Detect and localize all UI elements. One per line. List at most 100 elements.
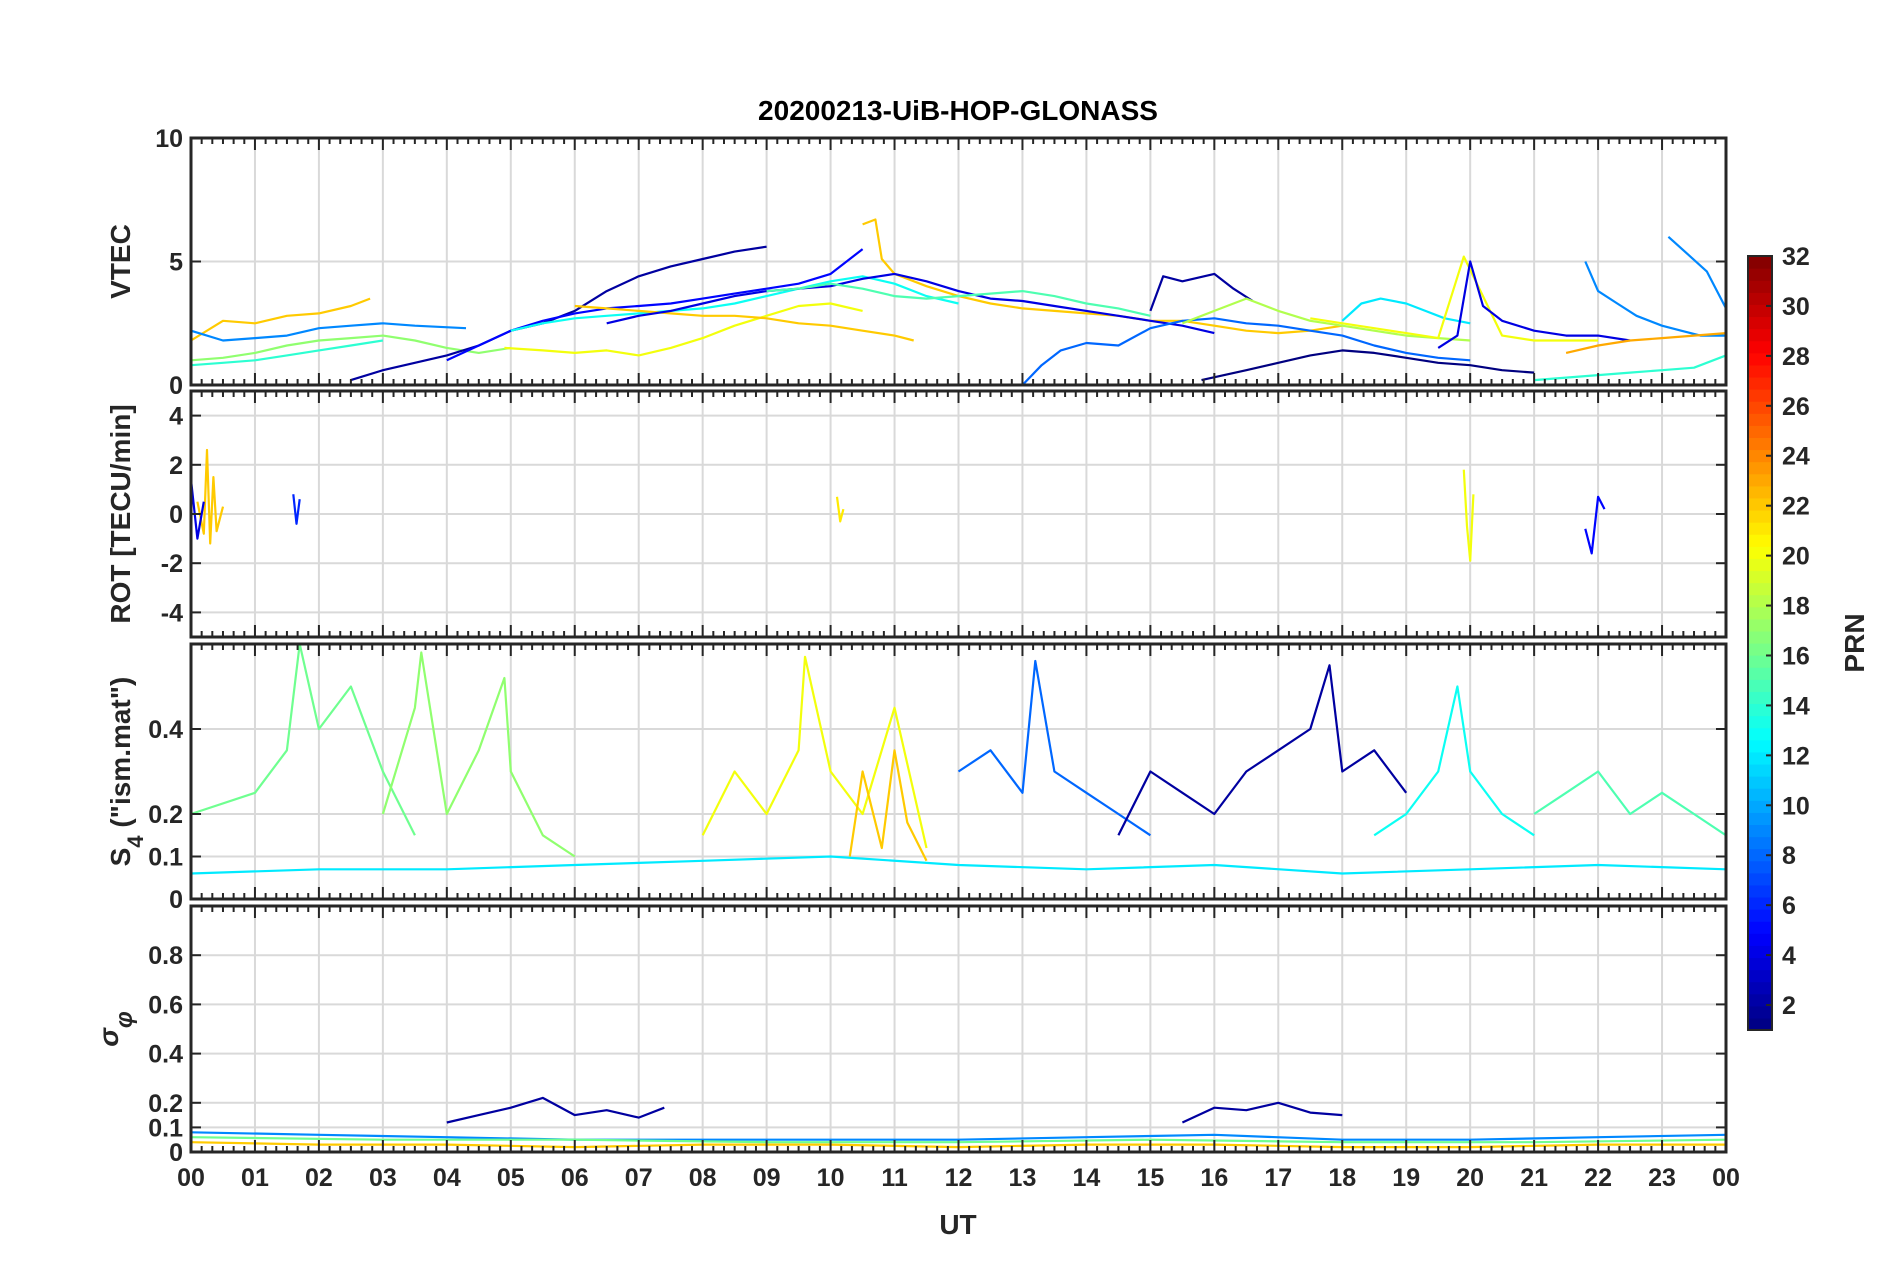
colorbar-segment <box>1748 824 1772 838</box>
colorbar-tick-label: 20 <box>1782 543 1810 571</box>
colorbar-segment <box>1748 860 1772 874</box>
colorbar-segment <box>1748 485 1772 499</box>
x-tick-label: 14 <box>1073 1164 1101 1192</box>
series-line <box>1373 685 1535 837</box>
colorbar-segment <box>1748 461 1772 475</box>
y-tick-label: 0.1 <box>148 1114 183 1142</box>
colorbar-segment <box>1748 328 1772 342</box>
series-line <box>1534 354 1726 382</box>
colorbar-segment <box>1748 812 1772 826</box>
colorbar-segment <box>1748 655 1772 668</box>
colorbar-segment <box>1748 413 1772 426</box>
colorbar-segment <box>1748 667 1772 680</box>
colorbar-tick-label: 2 <box>1782 992 1796 1020</box>
colorbar-segment <box>1748 763 1772 777</box>
colorbar-segment <box>1748 534 1772 547</box>
colorbar-segment <box>1748 848 1772 862</box>
colorbar-segment <box>1748 292 1772 305</box>
x-tick-label: 13 <box>1009 1164 1037 1192</box>
colorbar-segment <box>1748 473 1772 487</box>
y-tick-label: 2 <box>169 452 183 480</box>
x-tick-label: 02 <box>305 1164 333 1192</box>
x-tick-label: 19 <box>1392 1164 1420 1192</box>
x-tick-label: 00 <box>177 1164 205 1192</box>
colorbar-segment <box>1748 256 1772 269</box>
series-line <box>957 659 1152 837</box>
x-tick-label: 10 <box>817 1164 845 1192</box>
colorbar-segment <box>1748 945 1772 959</box>
series-line <box>1201 349 1535 382</box>
colorbar-segment <box>1748 497 1772 511</box>
colorbar-segment <box>1748 1005 1772 1019</box>
y-axis-label: VTEC <box>105 224 136 299</box>
colorbar-segment <box>1748 316 1772 330</box>
colorbar-segment <box>1748 921 1772 934</box>
y-tick-label: 0 <box>169 886 183 914</box>
colorbar-segment <box>1748 884 1772 898</box>
series-line <box>191 334 511 362</box>
colorbar-segment <box>1748 836 1772 850</box>
colorbar-segment <box>1748 570 1772 584</box>
series-line <box>381 651 576 858</box>
series-line <box>766 282 1151 317</box>
y-tick-label: 0.2 <box>148 801 183 829</box>
colorbar-segment <box>1748 776 1772 789</box>
y-tick-label: 4 <box>169 403 183 431</box>
series-line <box>848 749 928 862</box>
x-tick-label: 23 <box>1648 1164 1676 1192</box>
series-line <box>1310 255 1599 342</box>
y-tick-label: 5 <box>169 249 183 277</box>
series-line <box>191 644 416 836</box>
series-line <box>1533 770 1726 837</box>
panel-3: 00.10.20.4S4 ("ism.mat") <box>105 642 1728 914</box>
x-tick-label: 05 <box>497 1164 525 1192</box>
series-line <box>701 655 928 849</box>
colorbar-segment <box>1748 522 1772 535</box>
series-line <box>191 339 384 367</box>
x-tick-label: 00 <box>1712 1164 1740 1192</box>
x-tick-label: 04 <box>433 1164 461 1192</box>
series-line <box>1117 664 1408 836</box>
colorbar-segment <box>1748 909 1772 922</box>
series-line <box>510 275 959 332</box>
y-tick-label: 0.4 <box>148 716 183 744</box>
series-line <box>191 297 371 342</box>
colorbar-segment <box>1748 715 1772 729</box>
y-tick-label: 0 <box>169 372 183 400</box>
colorbar-tick-label: 24 <box>1782 443 1810 471</box>
series-line <box>862 218 1343 335</box>
colorbar-segment <box>1748 582 1772 596</box>
x-tick-label: 20 <box>1456 1164 1484 1192</box>
colorbar-segment <box>1748 751 1772 765</box>
series-group <box>191 448 1606 562</box>
colorbar-segment <box>1748 993 1772 1007</box>
y-tick-label: 0 <box>169 1139 183 1167</box>
colorbar-segment <box>1748 981 1772 995</box>
colorbar-label: PRN <box>1839 613 1870 672</box>
y-tick-label: 0 <box>169 501 183 529</box>
colorbar-segment <box>1748 425 1772 439</box>
y-tick-label: -4 <box>161 599 183 627</box>
x-tick-label: 17 <box>1264 1164 1292 1192</box>
series-line <box>1565 332 1726 354</box>
colorbar-segment <box>1748 389 1772 402</box>
series-line <box>1181 1101 1343 1124</box>
colorbar-segment <box>1748 630 1772 644</box>
colorbar-segment <box>1748 1017 1772 1031</box>
series-line <box>292 494 301 525</box>
series-line <box>504 302 863 357</box>
series-line <box>1584 495 1606 555</box>
colorbar-tick-label: 14 <box>1782 692 1810 720</box>
x-tick-label: 03 <box>369 1164 397 1192</box>
colorbar-tick-label: 30 <box>1782 293 1810 321</box>
colorbar-segment <box>1748 643 1772 656</box>
y-tick-label: 0.2 <box>148 1090 183 1118</box>
x-axis-label: UT <box>939 1209 976 1240</box>
colorbar-segment <box>1748 546 1772 559</box>
series-line <box>191 855 1726 875</box>
colorbar-segment <box>1748 594 1772 608</box>
colorbar-segment <box>1748 691 1772 705</box>
